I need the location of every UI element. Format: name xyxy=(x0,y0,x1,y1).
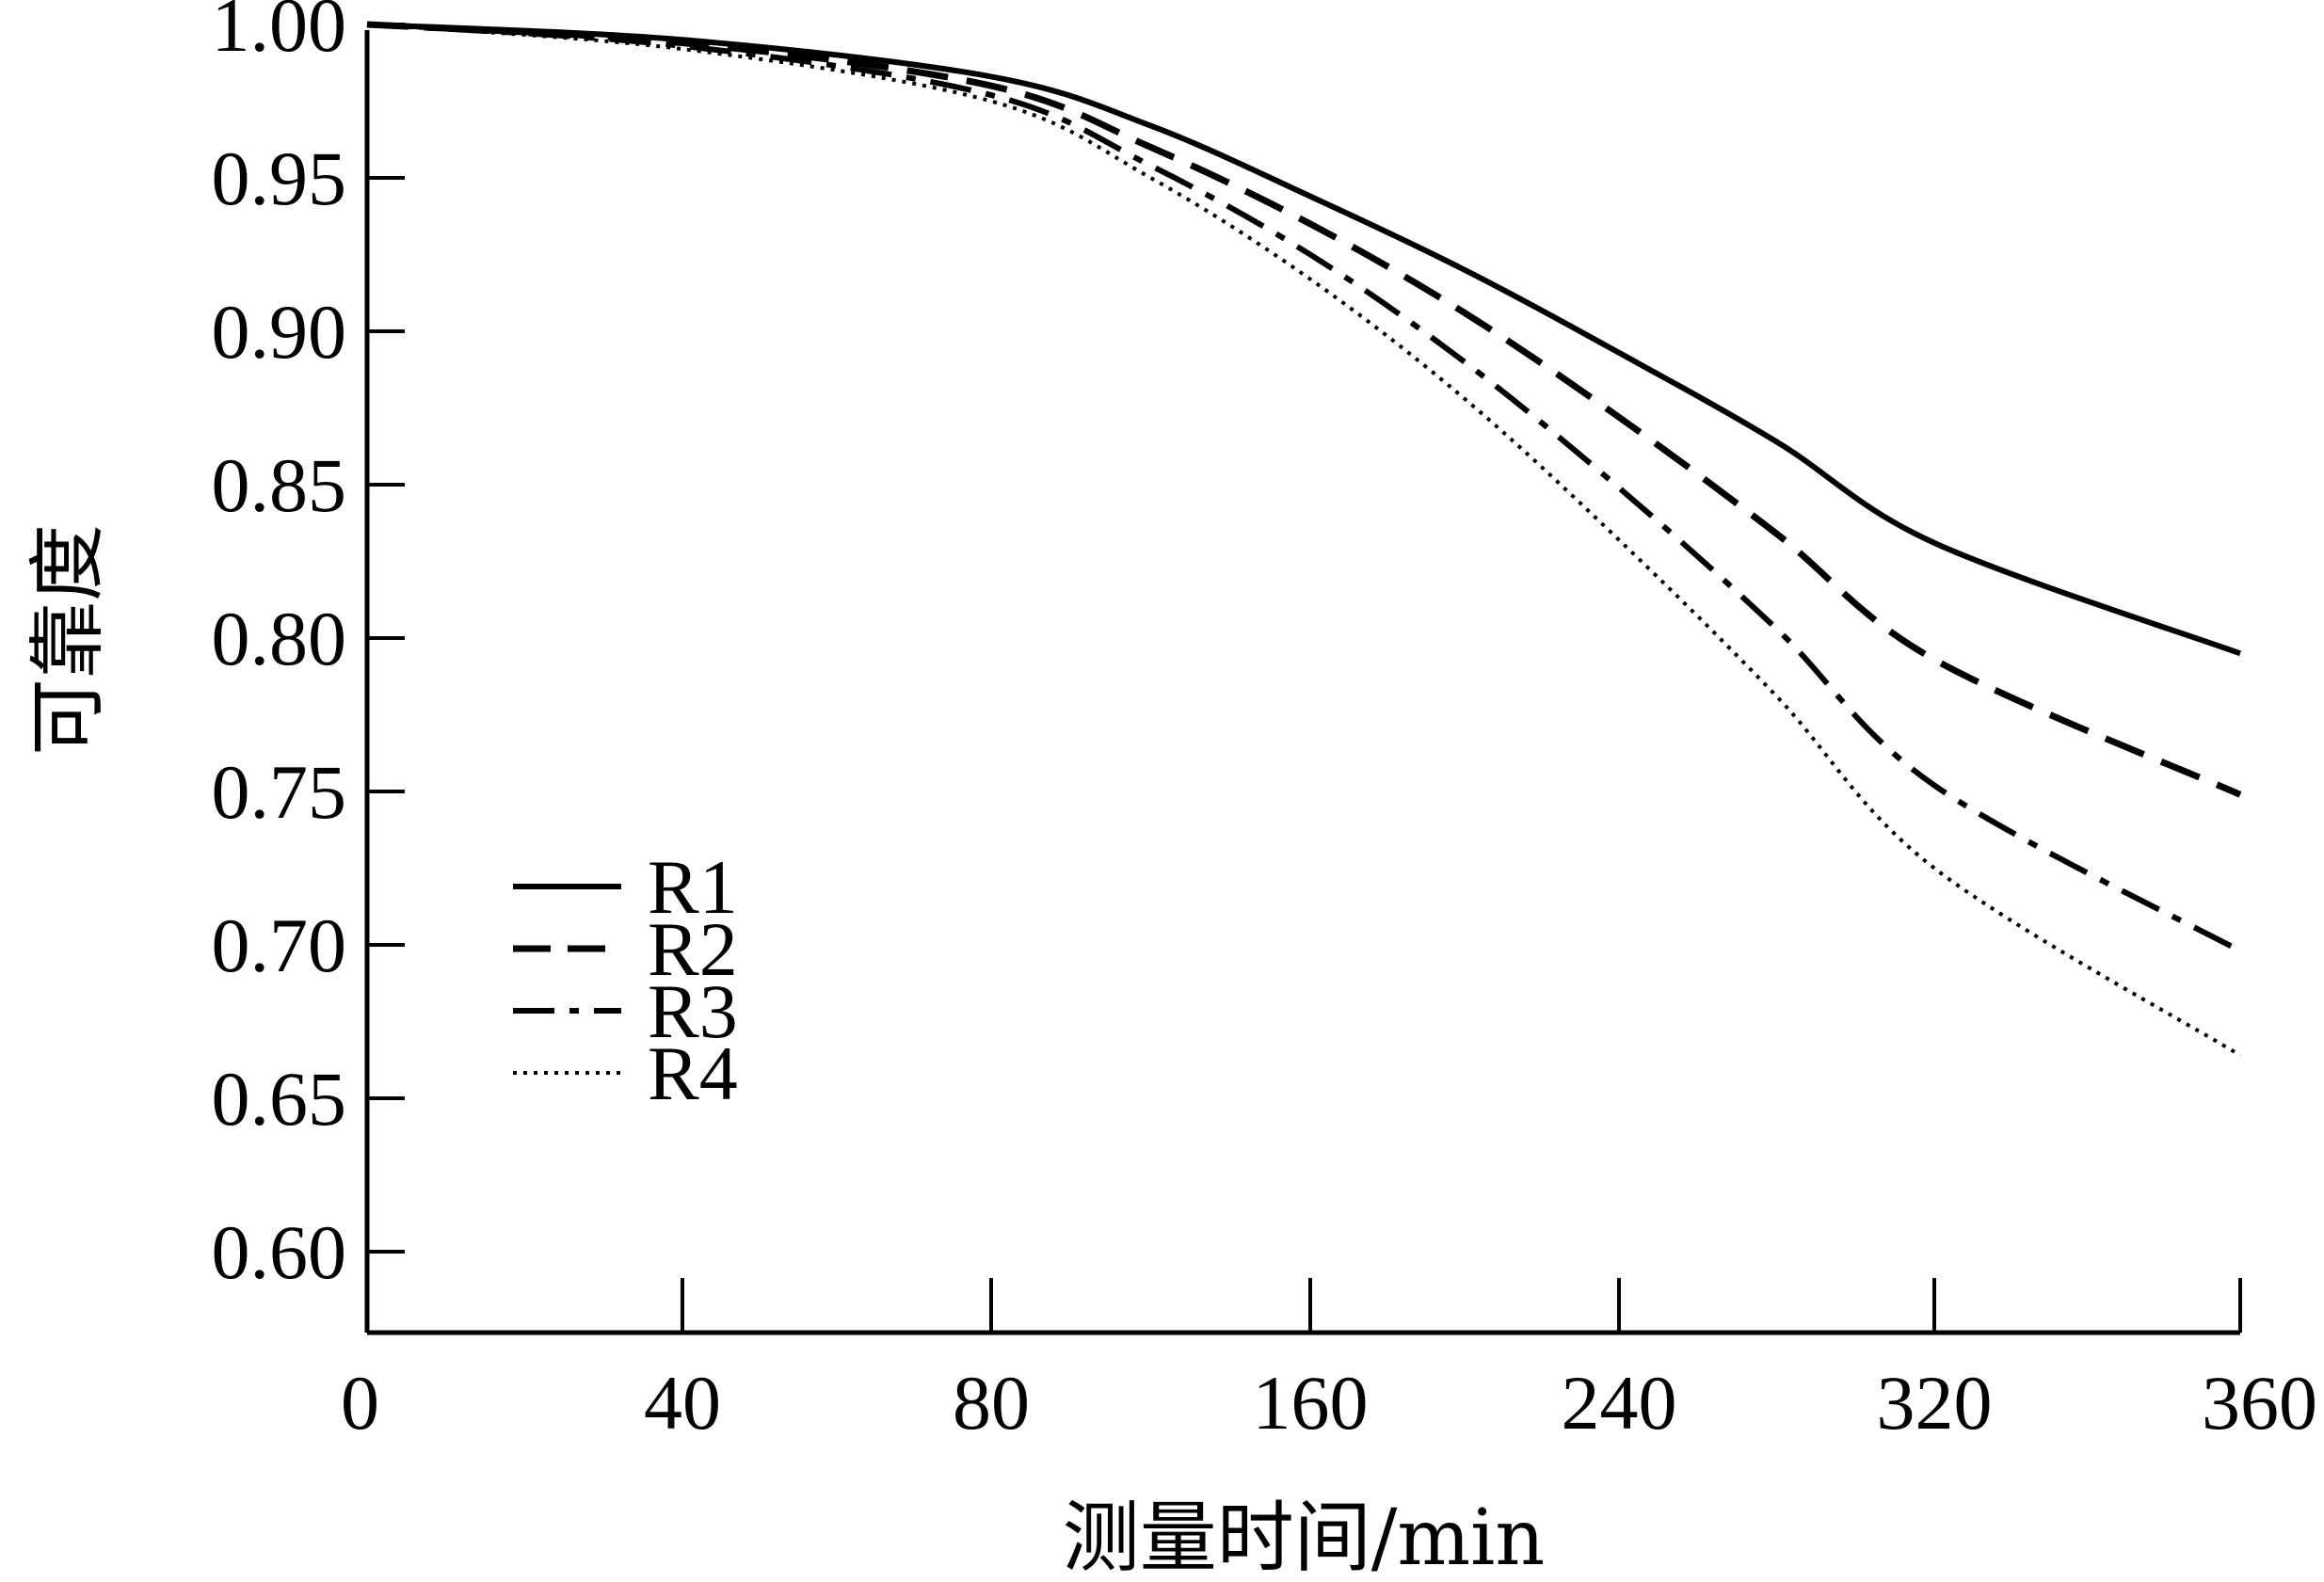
x-tick-label: 40 xyxy=(644,1360,721,1446)
series-line-r2 xyxy=(366,21,2242,798)
x-tick-label: 320 xyxy=(1877,1360,1993,1446)
y-tick-label: 0.85 xyxy=(212,442,347,528)
x-tick-label: 160 xyxy=(1253,1360,1369,1446)
y-tick-label: 0.75 xyxy=(212,749,347,835)
legend-label-r2: R2 xyxy=(648,906,738,992)
y-tick-label: 0.65 xyxy=(212,1056,347,1142)
series-line-r3 xyxy=(366,22,2242,954)
y-tick-label: 0.95 xyxy=(212,136,347,221)
legend-label-r3: R3 xyxy=(648,968,738,1054)
x-tick-label: 0 xyxy=(341,1360,379,1446)
axes xyxy=(364,30,2240,1335)
series-line-r4 xyxy=(366,23,2242,1058)
y-tick-label: 0.70 xyxy=(212,903,347,988)
y-ticks: 0.60 0.65 0.70 0.75 0.80 0.85 0.90 0.95 1.00 xyxy=(212,0,405,1295)
x-axis-title: 测量时间/min xyxy=(1063,1494,1545,1582)
legend-label-r1: R1 xyxy=(648,844,738,930)
x-tick-label: 240 xyxy=(1562,1360,1677,1446)
x-tick-label: 80 xyxy=(953,1360,1030,1446)
series-lines xyxy=(366,21,2242,1058)
y-axis-title: 可靠度 xyxy=(24,524,113,756)
x-ticks: 0 40 80 160 240 320 360 xyxy=(341,1278,2317,1446)
y-tick-label: 0.60 xyxy=(212,1209,347,1295)
legend-label-r4: R4 xyxy=(648,1031,738,1116)
y-tick-label: 0.90 xyxy=(212,289,347,375)
y-tick-label: 1.00 xyxy=(212,0,347,68)
x-tick-label: 360 xyxy=(2202,1360,2317,1446)
y-tick-label: 0.80 xyxy=(212,596,347,681)
series-line-r1 xyxy=(366,22,2242,657)
